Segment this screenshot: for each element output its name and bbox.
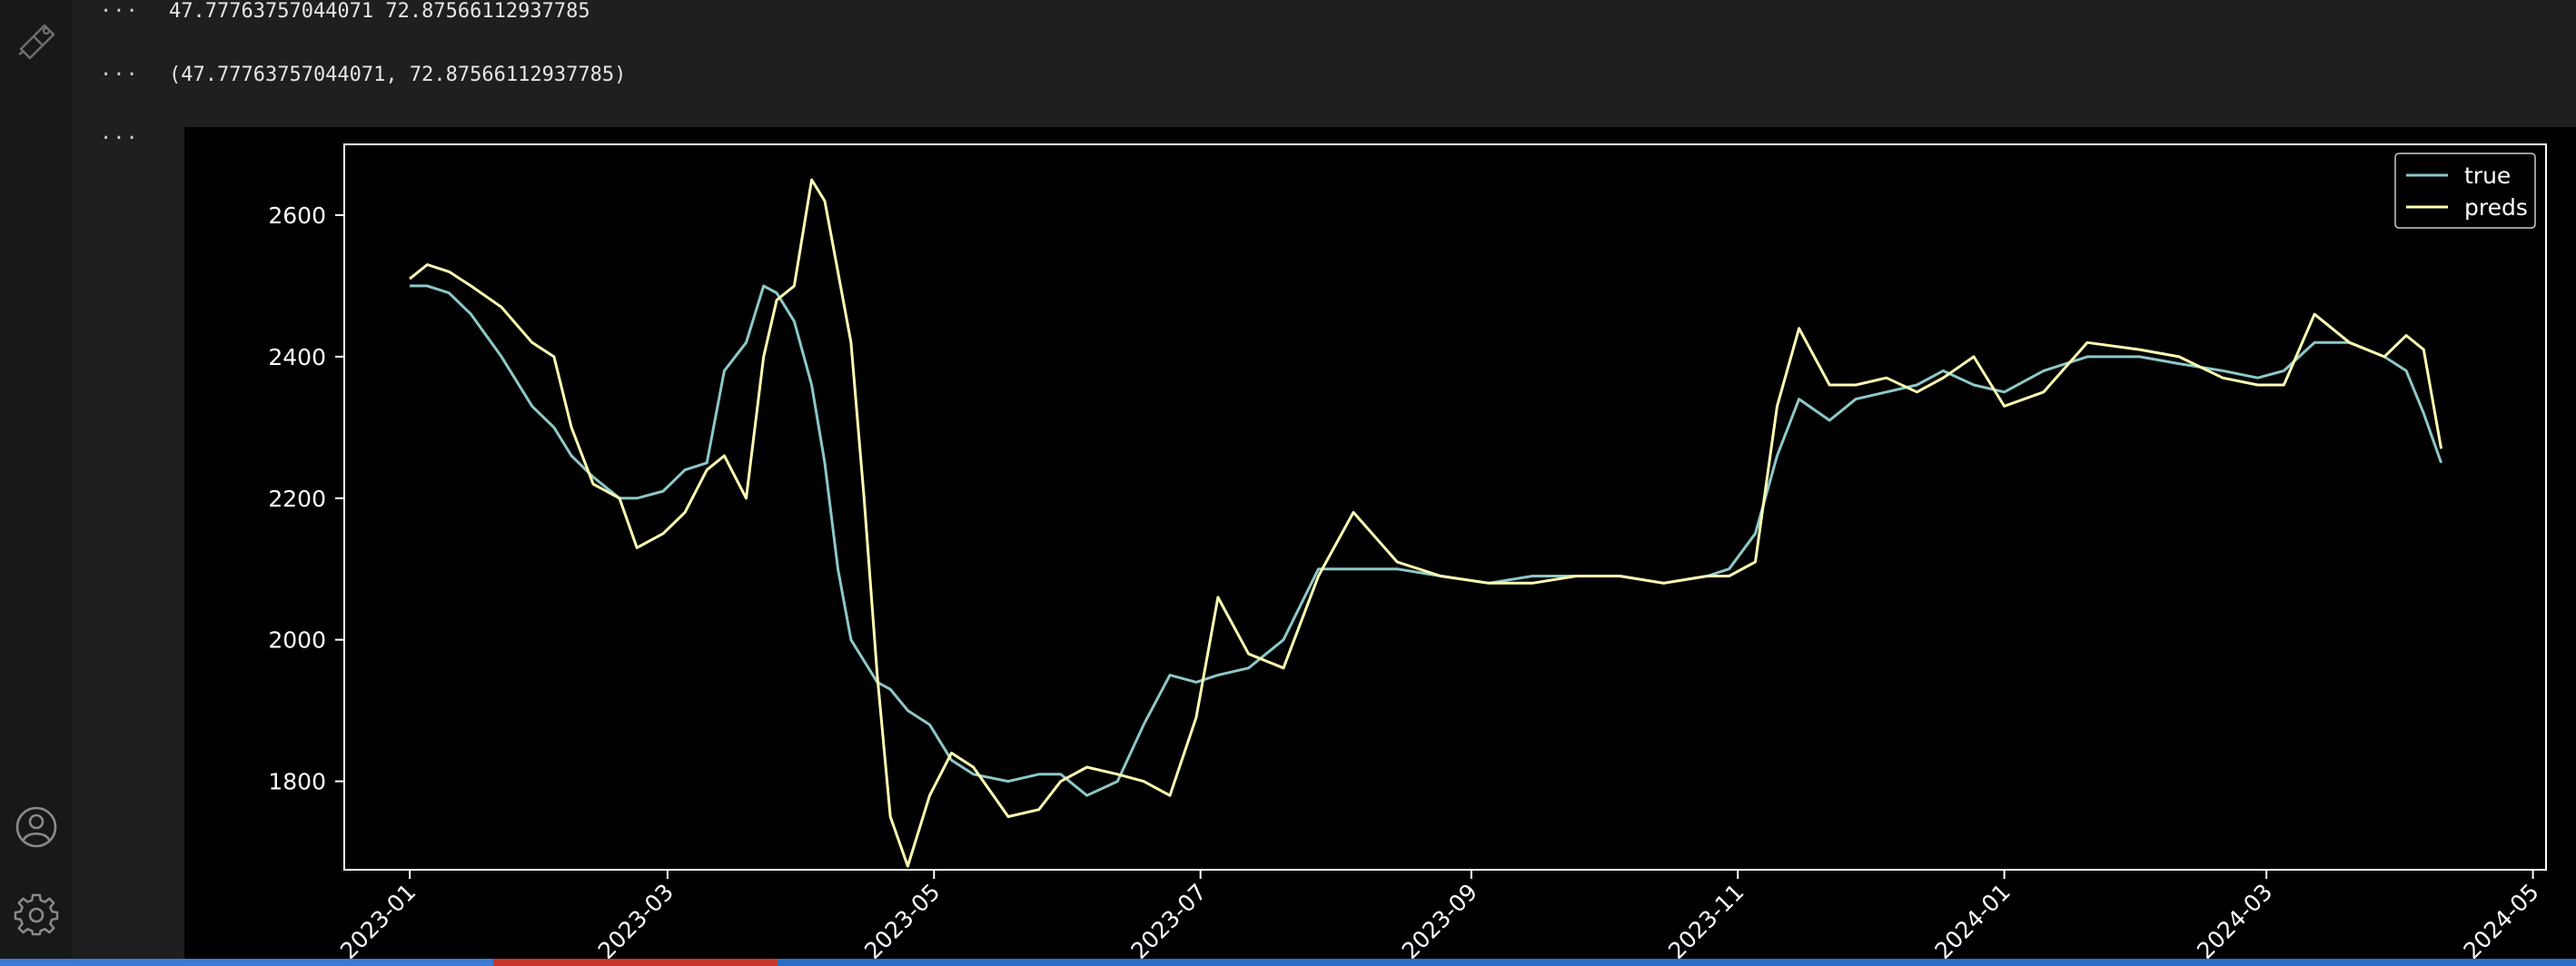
y-axis: 1800 2000 2200 2400 2600	[268, 202, 344, 795]
legend-label-true: true	[2464, 163, 2511, 189]
y-tick-label: 2200	[268, 486, 326, 512]
x-tick-label: 2023-03	[593, 879, 679, 959]
output-cell-3: ···	[73, 127, 2576, 154]
x-tick-label: 2024-01	[1929, 879, 2015, 959]
legend: true preds	[2394, 153, 2536, 229]
notebook-output-area: ··· 47.77763757044071 72.87566112937785 …	[73, 0, 2576, 964]
x-tick-label: 2023-01	[335, 879, 421, 959]
output-text: (47.77763757044071, 72.87566112937785)	[169, 64, 627, 86]
cell-prompt[interactable]: ···	[100, 127, 139, 150]
status-bar	[0, 959, 2576, 966]
x-axis: 2023-01 2023-03 2023-05 2023-07 2023-09 2023-…	[335, 870, 2544, 964]
output-cell-1: ··· 47.77763757044071 72.87566112937785	[73, 0, 2576, 27]
notebook-pen-icon[interactable]	[0, 18, 73, 62]
status-segment	[778, 959, 2576, 966]
cell-prompt[interactable]: ···	[100, 0, 139, 23]
x-tick-label: 2023-05	[859, 879, 945, 959]
y-tick-label: 2400	[268, 344, 326, 370]
legend-box	[2394, 153, 2536, 229]
plot-area	[343, 143, 2547, 871]
series-line-preds	[409, 178, 2443, 868]
series	[409, 178, 2443, 868]
x-tick-label: 2023-09	[1397, 879, 1482, 959]
legend-label-preds: preds	[2464, 194, 2528, 221]
account-icon[interactable]	[0, 804, 73, 850]
output-cell-2: ··· (47.77763757044071, 72.8756611293778…	[73, 64, 2576, 91]
plot-output: 1800 2000 2200 2400 2600 2023-01 2023-03 2023-…	[184, 127, 2576, 964]
y-tick-label: 1800	[268, 769, 326, 795]
output-text: 47.77763757044071 72.87566112937785	[169, 0, 590, 23]
x-tick-label: 2024-05	[2458, 879, 2543, 959]
series-line-true	[410, 284, 2443, 797]
x-tick-label: 2023-07	[1126, 879, 1212, 959]
x-tick-label: 2023-11	[1663, 879, 1749, 959]
status-segment	[0, 959, 493, 966]
y-tick-label: 2000	[268, 627, 326, 654]
y-tick-label: 2600	[268, 202, 326, 229]
status-segment-error	[493, 959, 778, 966]
cell-prompt[interactable]: ···	[100, 64, 139, 86]
activity-bar	[0, 0, 73, 959]
gear-icon[interactable]	[0, 892, 73, 937]
x-tick-label: 2024-03	[2192, 879, 2277, 959]
